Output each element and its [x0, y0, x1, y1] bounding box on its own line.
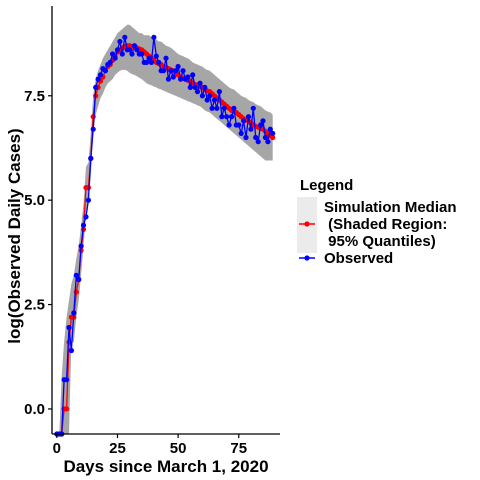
observed-point [91, 127, 96, 132]
observed-point [217, 89, 222, 94]
observed-point [154, 54, 159, 59]
observed-point [239, 131, 244, 136]
observed-point [180, 68, 185, 73]
x-tick-label: 25 [109, 440, 126, 457]
legend-key-simulation-point [304, 221, 309, 226]
y-axis-ticks: 0.0 2.5 5.0 7.5 [24, 88, 52, 418]
x-axis-title: Days since March 1, 2020 [63, 457, 268, 476]
observed-point [224, 114, 229, 119]
observed-point [103, 68, 108, 73]
observed-point [190, 72, 195, 77]
observed-point [246, 114, 251, 119]
x-axis-ticks: 0 25 50 75 [53, 434, 247, 457]
y-tick-label: 0.0 [24, 401, 45, 418]
quantile-band-layer [57, 25, 273, 434]
observed-point [93, 85, 98, 90]
legend-key-observed-point [304, 255, 309, 260]
observed-point [219, 114, 224, 119]
observed-point [129, 51, 134, 56]
legend-label-observed: Observed [324, 250, 393, 267]
observed-point [161, 68, 166, 73]
legend: Legend Simulation Median (Shaded Region:… [297, 177, 457, 267]
observed-point [108, 60, 113, 65]
observed-point [117, 39, 122, 44]
observed-point [139, 51, 144, 56]
y-tick-label: 2.5 [24, 297, 45, 314]
simulation-quantile-band [57, 25, 273, 434]
observed-point [197, 81, 202, 86]
observed-point [236, 122, 241, 127]
x-tick-label: 50 [170, 440, 187, 457]
legend-label-simulation-line-3: 95% Quantiles) [324, 233, 436, 250]
observed-point [69, 348, 74, 353]
observed-point [195, 89, 200, 94]
observed-point [120, 51, 125, 56]
observed-point [83, 214, 88, 219]
legend-label-simulation-line-1: Simulation Median [324, 199, 457, 216]
observed-point [163, 56, 168, 61]
observed-point [270, 131, 275, 136]
observed-point [222, 106, 227, 111]
observed-point [151, 35, 156, 40]
y-tick-label: 7.5 [24, 88, 45, 105]
simulation-median-point [64, 406, 69, 411]
observed-point [256, 139, 261, 144]
observed-point [156, 60, 161, 65]
observed-point [64, 377, 69, 382]
observed-point [212, 97, 217, 102]
observed-point [166, 77, 171, 82]
observed-point [260, 118, 265, 123]
observed-point [243, 135, 248, 140]
observed-point [76, 277, 81, 282]
legend-title: Legend [300, 177, 353, 194]
observed-point [71, 310, 76, 315]
observed-point [171, 74, 176, 79]
y-axis-title: log(Observed Daily Cases) [5, 128, 24, 343]
observed-point [178, 77, 183, 82]
observed-point [149, 60, 154, 65]
observed-point [241, 118, 246, 123]
observed-point [81, 223, 86, 228]
observed-point [188, 85, 193, 90]
x-tick-label: 0 [53, 440, 61, 457]
observed-point [231, 106, 236, 111]
observed-point [113, 56, 118, 61]
observed-point [86, 198, 91, 203]
y-tick-label: 5.0 [24, 192, 45, 209]
observed-point [248, 127, 253, 132]
observed-point [210, 106, 215, 111]
observed-point [88, 156, 93, 161]
observed-point [176, 64, 181, 69]
observed-point [122, 35, 127, 40]
observed-point [229, 114, 234, 119]
series-layer [54, 35, 275, 437]
observed-point [66, 325, 71, 330]
observed-point [265, 139, 270, 144]
x-tick-label: 75 [230, 440, 247, 457]
observed-point [227, 122, 232, 127]
observed-point [79, 244, 84, 249]
legend-label-simulation-line-2: (Shaded Region: [324, 216, 447, 233]
observed-point [202, 85, 207, 90]
observed-point [98, 72, 103, 77]
observed-point [214, 106, 219, 111]
observed-point [207, 93, 212, 98]
observed-point [251, 106, 256, 111]
legend-item-simulation-median: Simulation Median (Shaded Region: 95% Qu… [297, 197, 457, 253]
observed-point [115, 47, 120, 52]
observed-point [168, 68, 173, 73]
observed-point [185, 74, 190, 79]
observed-point [200, 93, 205, 98]
